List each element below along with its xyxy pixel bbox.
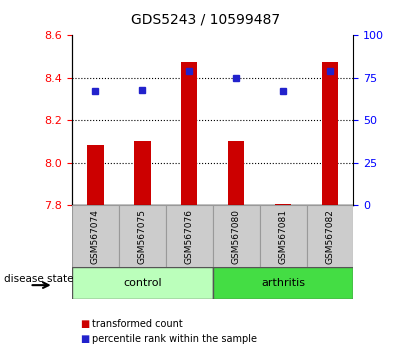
Bar [228,141,245,205]
Text: ■: ■ [80,334,90,344]
Bar [213,205,260,267]
Bar [260,205,307,267]
Text: GSM567074: GSM567074 [91,209,100,264]
Text: GSM567082: GSM567082 [326,209,335,264]
Bar [72,267,213,299]
Text: transformed count: transformed count [92,319,183,329]
Text: GDS5243 / 10599487: GDS5243 / 10599487 [131,12,280,27]
Bar [181,62,197,205]
Text: GSM567076: GSM567076 [185,209,194,264]
Bar [87,145,104,205]
Bar [275,204,291,205]
Bar [119,205,166,267]
Text: disease state: disease state [4,274,74,284]
Text: control: control [123,278,162,288]
Text: GSM567081: GSM567081 [279,209,288,264]
Text: ■: ■ [80,319,90,329]
Text: GSM567080: GSM567080 [232,209,241,264]
Text: arthritis: arthritis [261,278,305,288]
Text: percentile rank within the sample: percentile rank within the sample [92,334,257,344]
Bar [166,205,213,267]
Bar [307,205,353,267]
Bar [134,141,150,205]
Bar [322,62,338,205]
Bar [72,205,119,267]
Bar [213,267,353,299]
Text: GSM567075: GSM567075 [138,209,147,264]
